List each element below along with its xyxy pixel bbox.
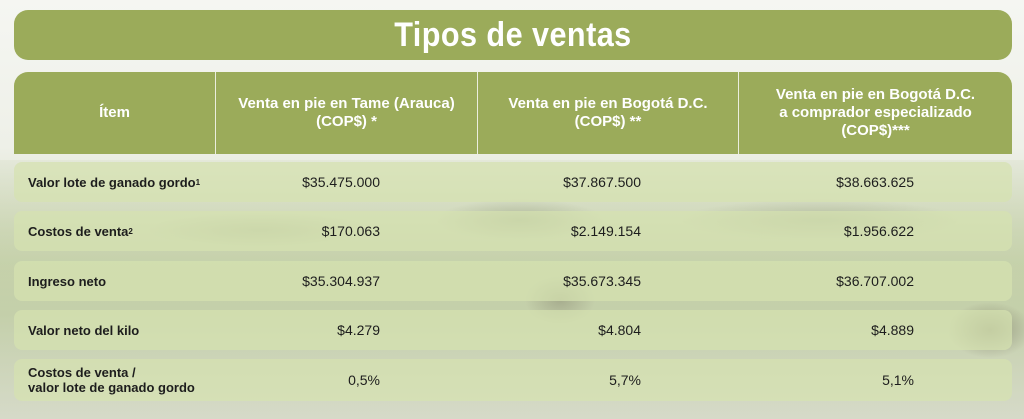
cell-tame: $4.279: [337, 322, 380, 338]
row-label: Valor neto del kilo: [28, 322, 140, 338]
cell-especializado: $1.956.622: [843, 223, 914, 239]
table-row: Valor lote de ganado gordo 1 $35.475.000 …: [14, 162, 1012, 202]
row-label: Valor lote de ganado gordo 1: [28, 174, 201, 190]
cell-tame: 0,5%: [348, 372, 380, 388]
page-title: Tipos de ventas: [394, 15, 632, 54]
cell-especializado: $38.663.625: [836, 174, 914, 190]
table-row: Valor neto del kilo $4.279 $4.804 $4.889: [14, 310, 1012, 350]
table-row: Costos de venta / valor lote de ganado g…: [14, 359, 1012, 401]
cell-bogota: $35.673.345: [563, 273, 641, 289]
table-row: Ingreso neto $35.304.937 $35.673.345 $36…: [14, 261, 1012, 301]
table-row: Costos de venta 2 $170.063 $2.149.154 $1.…: [14, 211, 1012, 251]
cell-tame: $170.063: [321, 223, 380, 239]
header-bogota: Venta en pie en Bogotá D.C. (COP$) **: [478, 72, 739, 154]
cell-bogota: $4.804: [598, 322, 641, 338]
header-item: Ítem: [14, 72, 216, 154]
cell-bogota: 5,7%: [609, 372, 641, 388]
header-tame: Venta en pie en Tame (Arauca) (COP$) *: [216, 72, 478, 154]
row-label: Ingreso neto: [28, 273, 107, 289]
cell-bogota: $37.867.500: [563, 174, 641, 190]
footnote-marker: 1: [195, 177, 201, 187]
cell-bogota: $2.149.154: [570, 223, 641, 239]
cell-especializado: $4.889: [871, 322, 914, 338]
cell-tame: $35.304.937: [302, 273, 380, 289]
row-label: Costos de venta / valor lote de ganado g…: [28, 365, 195, 395]
footnote-marker: 2: [128, 226, 133, 236]
row-label: Costos de venta 2: [28, 223, 133, 239]
table-header: Ítem Venta en pie en Tame (Arauca) (COP$…: [14, 72, 1012, 154]
cell-especializado: $36.707.002: [836, 273, 914, 289]
header-especializado: Venta en pie en Bogotá D.C. a comprador …: [775, 86, 976, 139]
title-banner: Tipos de ventas: [14, 10, 1012, 60]
cell-especializado: 5,1%: [882, 372, 914, 388]
cell-tame: $35.475.000: [302, 174, 380, 190]
